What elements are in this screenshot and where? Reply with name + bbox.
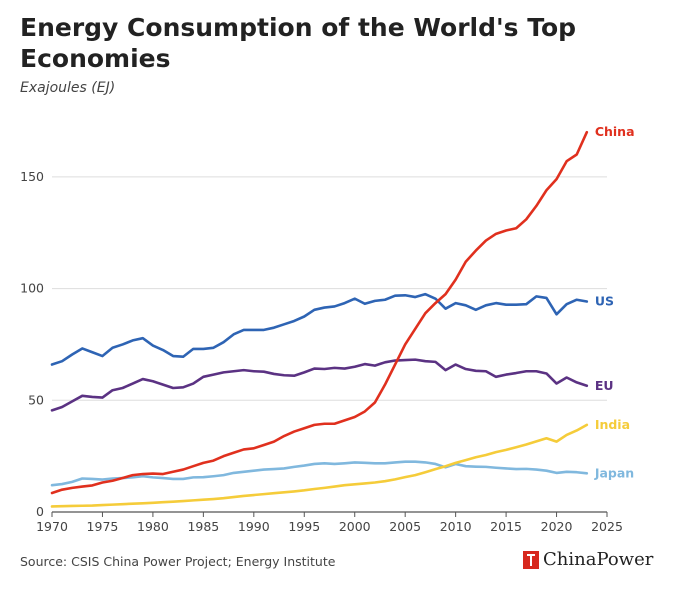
x-tick-label: 2005 <box>389 519 421 534</box>
brand-name: ChinaPower <box>543 549 654 570</box>
series-label-china: China <box>595 124 635 139</box>
x-tick-label: 2000 <box>339 519 371 534</box>
x-tick-label: 2015 <box>490 519 522 534</box>
x-axis: 1970 1975 1980 1985 1990 1995 2000 2005 2010 2015… <box>36 511 623 534</box>
series-label-eu: EU <box>595 378 614 393</box>
series-label-india: India <box>595 417 630 432</box>
series-line-india <box>50 423 589 508</box>
source-note: Source: CSIS China Power Project; Energy… <box>20 554 336 569</box>
x-tick-label: 1975 <box>87 519 119 534</box>
x-tick-label: 1985 <box>187 519 219 534</box>
y-tick-label: 100 <box>20 281 44 296</box>
series-lines <box>50 130 589 508</box>
series-line-japan <box>50 460 589 487</box>
brand-logo: ChinaPower <box>523 549 653 570</box>
gridlines <box>52 176 607 401</box>
x-tick-label: 2020 <box>541 519 573 534</box>
x-tick-label: 1970 <box>36 519 68 534</box>
series-label-japan: Japan <box>594 465 634 480</box>
x-tick-label: 1980 <box>137 519 169 534</box>
series-line-eu <box>50 358 589 412</box>
chart-title: Energy Consumption of the World's Top Ec… <box>20 13 577 73</box>
series-line-china <box>50 130 589 495</box>
x-tick-label: 1995 <box>288 519 320 534</box>
y-tick-label: 150 <box>20 169 44 184</box>
series-line-us <box>50 292 589 366</box>
series-labels: Japan India EU US China <box>594 124 635 480</box>
chart-subtitle: Exajoules (EJ) <box>20 80 116 96</box>
series-label-us: US <box>595 294 614 309</box>
x-tick-label: 2025 <box>591 519 623 534</box>
y-axis: 0 50 100 150 <box>20 169 44 519</box>
y-tick-label: 0 <box>36 504 44 519</box>
chinapower-logo-icon <box>523 550 539 569</box>
x-tick-label: 2010 <box>440 519 472 534</box>
y-tick-label: 50 <box>28 392 44 407</box>
x-tick-label: 1990 <box>238 519 270 534</box>
